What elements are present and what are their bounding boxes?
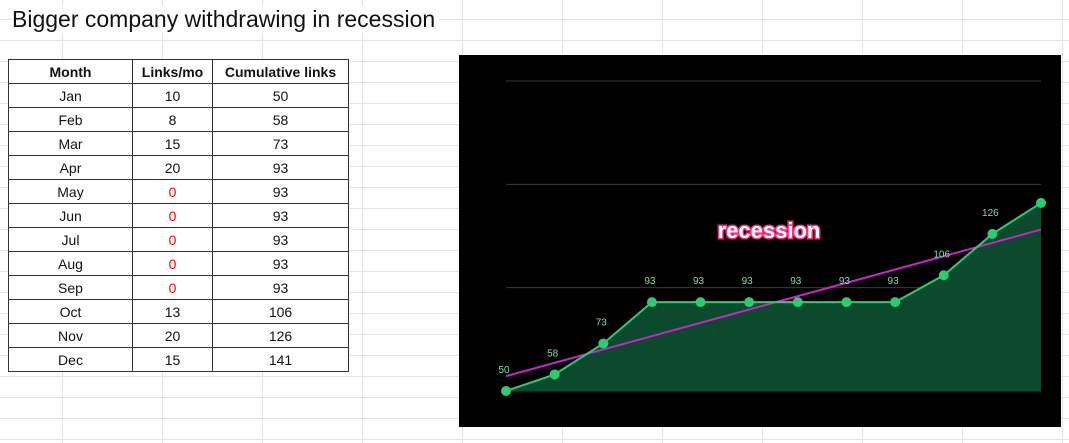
cell-month[interactable]: Aug — [8, 251, 133, 276]
cell-month[interactable]: Nov — [8, 323, 133, 348]
data-point — [841, 297, 852, 308]
header-month[interactable]: Month — [8, 59, 133, 84]
cell-month[interactable]: Jun — [8, 203, 133, 228]
data-label: 73 — [596, 317, 608, 328]
data-label: 93 — [839, 276, 851, 287]
data-point — [890, 297, 901, 308]
cell-links-per-month[interactable]: 0 — [132, 251, 213, 276]
cell-cumulative-links[interactable]: 126 — [212, 323, 349, 348]
cell-cumulative-links[interactable]: 93 — [212, 179, 349, 204]
series-line — [505, 202, 1042, 392]
cell-cumulative-links[interactable]: 106 — [212, 299, 349, 324]
table-row: Sep 0 93 — [8, 275, 349, 300]
data-table: Month Links/mo Cumulative links Jan 10 50 F… — [8, 59, 349, 372]
cell-month[interactable]: Oct — [8, 299, 133, 324]
cell-month[interactable]: Mar — [8, 131, 133, 156]
cell-cumulative-links[interactable]: 93 — [212, 227, 349, 252]
cell-month[interactable]: Sep — [8, 275, 133, 300]
data-label: 50 — [498, 365, 510, 376]
cell-month[interactable]: Feb — [8, 107, 133, 132]
cell-links-per-month[interactable]: 15 — [132, 131, 213, 156]
cell-month[interactable]: Dec — [8, 347, 133, 372]
data-point — [938, 270, 949, 281]
data-point — [598, 338, 609, 349]
cell-cumulative-links[interactable]: 93 — [212, 275, 349, 300]
data-label: 93 — [790, 276, 802, 287]
table-row: Mar 15 73 — [8, 131, 349, 156]
data-label: 93 — [742, 276, 754, 287]
series-area — [506, 202, 1041, 391]
data-point — [744, 297, 755, 308]
data-label: 93 — [644, 276, 656, 287]
data-label: 58 — [547, 348, 559, 359]
table-row: Dec 15 141 — [8, 347, 349, 372]
header-links-per-month[interactable]: Links/mo — [132, 59, 213, 84]
cell-links-per-month[interactable]: 10 — [132, 83, 213, 108]
table-row: Nov 20 126 — [8, 323, 349, 348]
data-point — [987, 228, 998, 239]
sheet-title: Bigger company withdrawing in recession — [12, 6, 440, 33]
header-cumulative-links[interactable]: Cumulative links — [212, 59, 349, 84]
cell-links-per-month[interactable]: 0 — [132, 275, 213, 300]
table-row: Aug 0 93 — [8, 251, 349, 276]
cumulative-links-chart[interactable]: 50 58 73 93 93 93 93 93 93 106 126 recession — [459, 55, 1061, 427]
cell-cumulative-links[interactable]: 58 — [212, 107, 349, 132]
cell-links-per-month[interactable]: 0 — [132, 179, 213, 204]
table-row: Oct 13 106 — [8, 299, 349, 324]
table-row: Jul 0 93 — [8, 227, 349, 252]
cell-cumulative-links[interactable]: 50 — [212, 83, 349, 108]
cell-links-per-month[interactable]: 0 — [132, 227, 213, 252]
data-label: 126 — [982, 208, 999, 219]
chart-svg: 50 58 73 93 93 93 93 93 93 106 126 recession — [498, 80, 1046, 396]
cell-cumulative-links[interactable]: 141 — [212, 347, 349, 372]
data-point — [646, 297, 657, 308]
table-row: Jun 0 93 — [8, 203, 349, 228]
table-header-row: Month Links/mo Cumulative links — [8, 59, 349, 84]
table-row: May 0 93 — [8, 179, 349, 204]
data-point — [501, 386, 511, 396]
cell-month[interactable]: Jan — [8, 83, 133, 108]
cell-links-per-month[interactable]: 13 — [132, 299, 213, 324]
table-row: Apr 20 93 — [8, 155, 349, 180]
data-label: 106 — [933, 249, 950, 260]
data-point — [549, 369, 560, 380]
cell-links-per-month[interactable]: 20 — [132, 155, 213, 180]
cell-links-per-month[interactable]: 8 — [132, 107, 213, 132]
cell-month[interactable]: May — [8, 179, 133, 204]
cell-month[interactable]: Apr — [8, 155, 133, 180]
cell-month[interactable]: Jul — [8, 227, 133, 252]
cell-cumulative-links[interactable]: 93 — [212, 251, 349, 276]
table-row: Jan 10 50 — [8, 83, 349, 108]
cell-links-per-month[interactable]: 20 — [132, 323, 213, 348]
cell-cumulative-links[interactable]: 93 — [212, 203, 349, 228]
data-point — [695, 297, 706, 308]
cell-links-per-month[interactable]: 15 — [132, 347, 213, 372]
cell-cumulative-links[interactable]: 93 — [212, 155, 349, 180]
recession-annotation: recession — [718, 218, 821, 243]
cell-cumulative-links[interactable]: 73 — [212, 131, 349, 156]
cell-links-per-month[interactable]: 0 — [132, 203, 213, 228]
data-label: 93 — [888, 276, 900, 287]
data-point — [1036, 197, 1046, 208]
table-row: Feb 8 58 — [8, 107, 349, 132]
data-point — [792, 297, 803, 308]
data-label: 93 — [693, 276, 705, 287]
